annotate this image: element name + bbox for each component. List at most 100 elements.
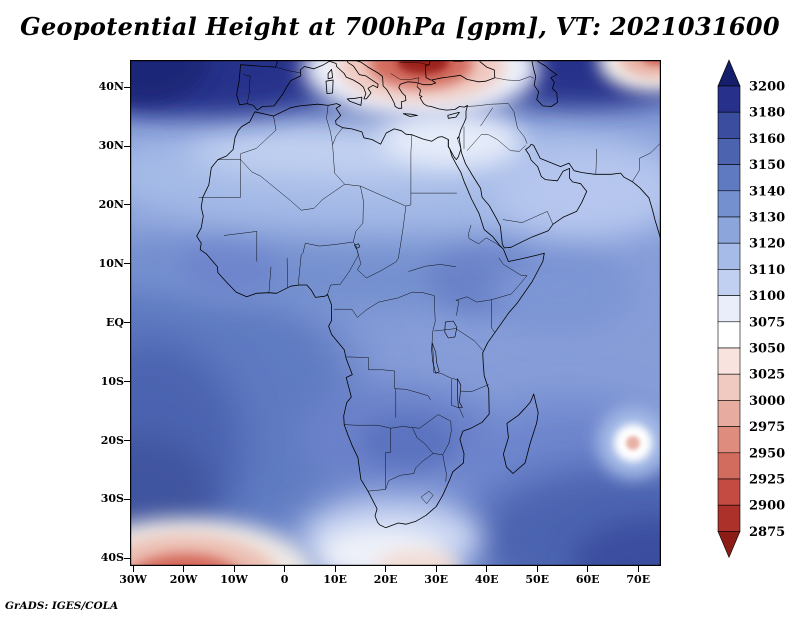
country-border <box>385 453 443 490</box>
country-border <box>346 356 431 401</box>
colorbar-label: 3120 <box>749 237 785 252</box>
country-border <box>223 231 258 262</box>
country-border <box>466 133 526 152</box>
colorbar-segment <box>717 85 741 113</box>
x-tick-mark <box>587 566 589 572</box>
x-tick-mark <box>435 566 437 572</box>
colorbar: 3200 3180 3160 3150 3140 3130 3120 3110 3100 3075… <box>717 59 785 559</box>
colorbar-segment <box>717 190 741 218</box>
coastline <box>196 103 545 529</box>
y-tick-mark <box>124 381 130 383</box>
country-border <box>410 134 413 194</box>
colorbar-segment <box>717 400 741 427</box>
coastline <box>425 60 431 81</box>
x-tick-label: 10W <box>220 573 248 586</box>
map-panel <box>130 60 661 566</box>
country-border <box>353 186 364 243</box>
country-border <box>442 454 447 482</box>
country-border <box>240 115 277 160</box>
colorbar-segment <box>717 321 741 349</box>
coastline <box>531 60 558 107</box>
y-tick-label: 10S <box>100 374 124 388</box>
country-border <box>451 379 464 418</box>
chart-title: Geopotential Height at 700hPa [gpm], VT:… <box>20 12 780 41</box>
colorbar-segment <box>717 373 741 401</box>
x-tick-label: 60E <box>575 573 600 586</box>
x-tick-label: 30E <box>424 573 448 586</box>
colorbar-label: 3130 <box>749 211 785 226</box>
y-tick-label: 20N <box>98 197 124 211</box>
colorbar-arrow-bottom <box>717 531 741 559</box>
colorbar-segment <box>717 242 741 270</box>
y-tick-mark <box>124 498 130 500</box>
country-border <box>631 142 661 183</box>
x-tick-mark <box>486 566 488 572</box>
country-border <box>595 148 598 175</box>
map-outlines <box>196 60 661 529</box>
country-border <box>412 427 434 454</box>
y-tick-mark <box>124 440 130 442</box>
y-tick-label: 20S <box>100 433 124 447</box>
country-border <box>390 73 420 80</box>
grads-credit: GrADS: IGES/COLA <box>5 600 119 612</box>
colorbar-label: 3075 <box>749 315 785 330</box>
colorbar-label: 3110 <box>749 263 785 278</box>
y-tick-label: 10N <box>98 256 124 270</box>
x-tick-mark <box>536 566 538 572</box>
x-tick-label: 70E <box>626 573 651 586</box>
low-topright-corner <box>598 60 661 92</box>
colorbar-segment <box>717 138 741 165</box>
colorbar-label: 3200 <box>749 80 785 95</box>
country-border <box>399 62 428 65</box>
x-tick-mark <box>233 566 235 572</box>
y-tick-mark <box>124 322 130 324</box>
country-border <box>455 296 492 303</box>
country-border <box>344 424 413 429</box>
country-border <box>334 308 367 318</box>
low-balkans <box>303 60 539 118</box>
cyclone-spot <box>597 407 661 479</box>
colorbar-label: 3160 <box>749 132 785 147</box>
coastline <box>327 69 333 80</box>
country-border <box>302 241 354 254</box>
x-tick-mark <box>132 566 134 572</box>
colorbar-label: 2900 <box>749 499 785 514</box>
coastline <box>346 96 363 106</box>
coastline <box>447 112 460 119</box>
y-tick-label: EQ <box>106 315 124 329</box>
colorbar-label: 2950 <box>749 446 785 461</box>
country-border <box>240 159 345 211</box>
country-border <box>491 257 528 300</box>
colorbar-label: 3050 <box>749 342 785 357</box>
country-border <box>367 428 391 492</box>
coastline <box>353 60 496 109</box>
pale-band-south-coast <box>302 502 482 566</box>
y-tick-mark <box>124 145 130 147</box>
colorbar-segment <box>717 426 741 454</box>
country-border <box>198 159 241 198</box>
country-border <box>465 103 509 107</box>
colorbar-segment <box>717 111 741 139</box>
colorbar-label: 3180 <box>749 106 785 121</box>
x-tick-mark <box>183 566 185 572</box>
country-border <box>431 295 436 373</box>
colorbar-label: 3140 <box>749 184 785 199</box>
country-border <box>327 241 359 295</box>
colorbar-segment <box>717 269 741 296</box>
country-border <box>275 66 301 74</box>
country-border <box>330 132 345 185</box>
country-border <box>243 74 251 104</box>
contour-field <box>130 60 661 566</box>
coastline <box>503 393 539 474</box>
colorbar-segment <box>717 452 741 480</box>
country-border <box>502 211 554 225</box>
country-border <box>366 291 435 311</box>
country-border <box>491 299 496 333</box>
y-tick-label: 30N <box>98 139 124 152</box>
country-border <box>286 257 288 288</box>
country-border <box>268 266 272 293</box>
map-frame <box>130 60 661 566</box>
country-border <box>355 245 399 279</box>
colorbar-arrow-top <box>717 59 741 87</box>
x-tick-label: 10E <box>323 573 347 586</box>
